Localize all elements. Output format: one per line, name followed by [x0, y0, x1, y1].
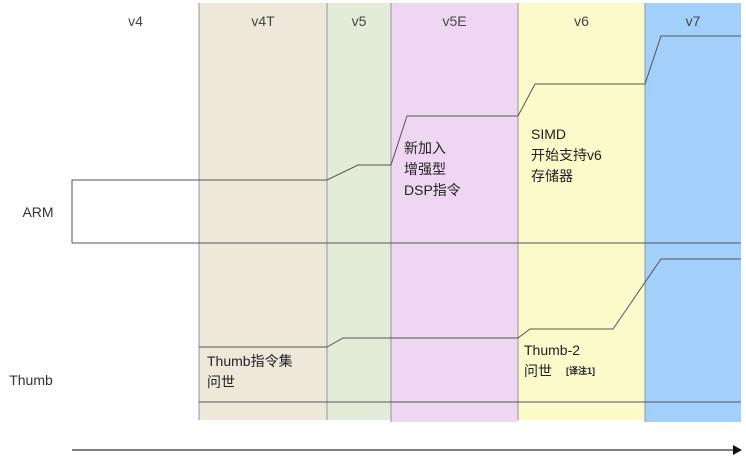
note-v6-line1: SIMD [531, 126, 566, 142]
column-v5 [327, 3, 391, 420]
arm-track [71, 35, 741, 243]
column-header-v5: v5 [352, 13, 367, 29]
column-header-v6: v6 [574, 13, 589, 29]
column-v5e [391, 3, 518, 422]
note-v5e-line3: DSP指令 [404, 182, 461, 198]
note-thumb2-line2: 问世 [524, 363, 552, 379]
column-header-v4: v4 [128, 13, 143, 29]
note-thumb2-line1: Thumb-2 [524, 342, 580, 358]
note-thumb-line1: Thumb指令集 [207, 353, 293, 369]
column-v4t [199, 3, 327, 420]
column-header-v4t: v4T [251, 13, 275, 29]
note-v6-line3: 存储器 [531, 168, 573, 184]
column-v7 [645, 3, 741, 422]
note-thumb2-footnote: [译注1] [566, 365, 595, 376]
thumb-track [199, 258, 741, 348]
note-v5e-line2: 增强型 [404, 161, 446, 177]
note-v6-line2: 开始支持v6 [531, 147, 602, 163]
column-header-v7: v7 [686, 13, 701, 29]
column-v6 [518, 3, 645, 420]
note-thumb-line2: 问世 [207, 374, 235, 390]
row-label-thumb: Thumb [9, 372, 53, 388]
arrow-head-icon [733, 445, 742, 455]
column-v4 [0, 3, 199, 420]
note-v5e-line1: 新加入 [404, 140, 446, 156]
column-header-v5e: v5E [442, 13, 466, 29]
row-label-arm: ARM [22, 204, 53, 220]
